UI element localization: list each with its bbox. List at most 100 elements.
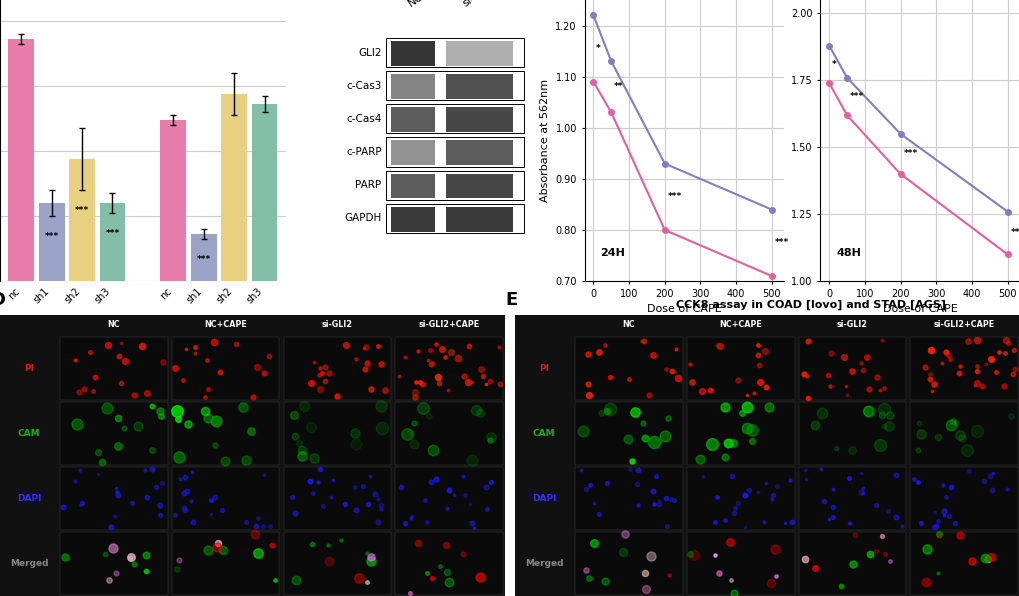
Bar [385,104,524,134]
Bar [395,532,502,595]
Text: ***: *** [667,193,682,201]
Text: ***: *** [773,238,788,247]
Bar [385,138,524,167]
Bar [60,532,167,595]
Bar [283,337,391,400]
Bar [191,234,216,281]
Text: ***: *** [903,150,917,159]
Bar [909,532,1017,595]
Text: Merged: Merged [525,559,562,568]
Text: *: * [596,44,600,53]
Text: 48H: 48H [836,248,860,258]
Bar [100,203,125,281]
Bar [385,71,524,100]
Text: ***: *** [74,206,89,215]
Bar [60,467,167,530]
Bar [171,337,279,400]
Text: NC: NC [108,320,120,329]
Text: DAPI: DAPI [531,494,555,503]
Text: PI: PI [539,364,548,373]
Bar [909,337,1017,400]
Text: Merged: Merged [10,559,48,568]
Text: E: E [504,291,517,309]
Bar [39,203,64,281]
Text: 24H: 24H [600,248,625,258]
Bar [385,38,524,67]
Text: ***: *** [849,92,863,101]
Text: GLI2: GLI2 [358,48,381,58]
Y-axis label: Absorbance at 562nm: Absorbance at 562nm [539,79,549,202]
Bar [8,39,35,281]
Bar [60,402,167,465]
Text: **: ** [613,82,623,91]
Bar [395,467,502,530]
Bar [395,337,502,400]
Text: c-PARP: c-PARP [345,147,381,157]
Bar [171,467,279,530]
Text: c-Cas3: c-Cas3 [345,80,381,91]
Bar [60,337,167,400]
Text: ***: *** [197,255,211,264]
Bar [283,402,391,465]
Text: *: * [832,60,836,69]
Bar [390,107,435,132]
Text: c-Cas4: c-Cas4 [345,114,381,124]
Text: NC+CAPE: NC+CAPE [204,320,247,329]
Bar [283,532,391,595]
Bar [909,467,1017,530]
Bar [160,120,186,281]
Bar [385,204,524,233]
Text: si-GLI2: si-GLI2 [461,0,498,9]
Text: NC+CAPE: NC+CAPE [718,320,761,329]
Bar [252,104,277,281]
Text: D: D [0,291,5,309]
Bar [909,402,1017,465]
X-axis label: Dose of CAPE: Dose of CAPE [646,305,721,314]
Text: si-GLI2+CAPE: si-GLI2+CAPE [418,320,479,329]
Bar [390,173,435,198]
Bar [686,467,794,530]
Text: CAM: CAM [17,429,41,438]
Bar [575,402,682,465]
Text: Lovo: Lovo [54,330,79,339]
Text: GAPDH: GAPDH [344,213,381,224]
Bar [69,159,95,281]
Text: ***: *** [45,232,59,241]
Text: ***: *** [105,229,119,238]
Bar [390,141,435,165]
Bar [798,532,905,595]
Text: si-GLI2: si-GLI2 [322,320,353,329]
Bar [798,402,905,465]
Bar [221,94,247,281]
Text: AGS: AGS [207,330,230,339]
Text: DAPI: DAPI [16,494,41,503]
Bar [446,107,513,132]
Bar [446,173,513,198]
Text: ***: *** [1010,228,1019,237]
Bar [390,207,435,232]
Bar [575,337,682,400]
Bar [686,532,794,595]
Text: si-GLI2+CAPE: si-GLI2+CAPE [932,320,994,329]
Bar [575,532,682,595]
Bar [798,467,905,530]
Text: PARP: PARP [355,180,381,190]
Text: si-GLI2: si-GLI2 [837,320,867,329]
Text: NC: NC [622,320,635,329]
Bar [390,74,435,99]
Bar [390,41,435,66]
Bar [171,402,279,465]
Bar [575,467,682,530]
Bar [171,532,279,595]
Bar [395,402,502,465]
Bar [385,170,524,200]
Text: PI: PI [24,364,34,373]
Bar [446,74,513,99]
Bar [446,141,513,165]
Bar [446,207,513,232]
Text: NC: NC [407,0,425,9]
Bar [686,337,794,400]
Bar [686,402,794,465]
Text: CCK8 assay in COAD [lovo] and STAD [AGS]: CCK8 assay in COAD [lovo] and STAD [AGS] [676,300,945,310]
Bar [446,41,513,66]
